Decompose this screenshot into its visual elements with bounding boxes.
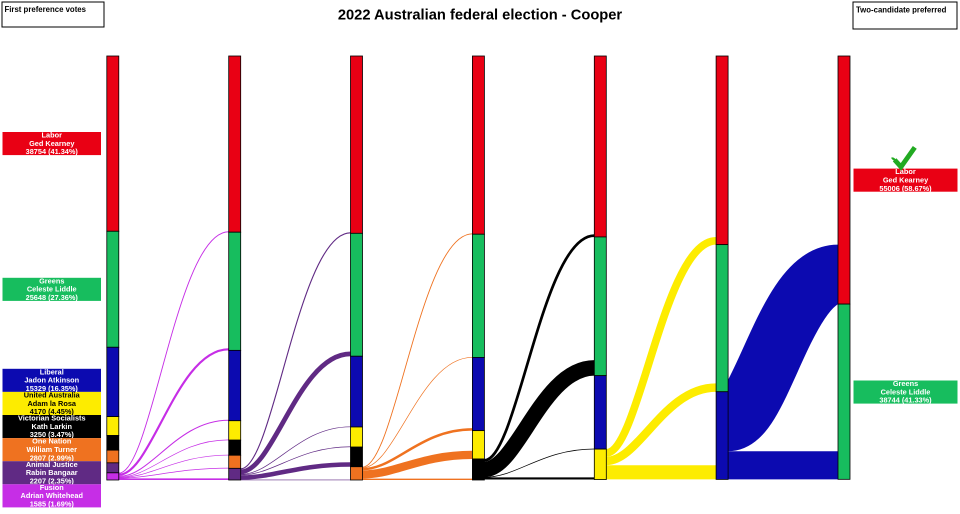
svg-text:Two-candidate preferred: Two-candidate preferred: [856, 6, 947, 15]
svg-text:15329 (16.35%): 15329 (16.35%): [26, 384, 79, 393]
svg-text:Ged Kearney: Ged Kearney: [883, 175, 929, 184]
svg-text:Celeste Liddle: Celeste Liddle: [27, 285, 77, 294]
svg-text:Jadon Atkinson: Jadon Atkinson: [24, 376, 79, 385]
svg-text:1585 (1.69%): 1585 (1.69%): [30, 499, 75, 508]
svg-text:Kath Larkin: Kath Larkin: [32, 422, 73, 431]
svg-text:Rabin Bangaar: Rabin Bangaar: [26, 468, 78, 477]
svg-text:2022 Australian federal electi: 2022 Australian federal election - Coope…: [338, 8, 623, 24]
svg-text:25648 (27.36%): 25648 (27.36%): [26, 293, 79, 302]
svg-text:William Turner: William Turner: [27, 445, 78, 454]
svg-text:3250 (3.47%): 3250 (3.47%): [30, 430, 75, 439]
svg-text:Ged Kearney: Ged Kearney: [29, 139, 75, 148]
svg-text:55006 (58.67%): 55006 (58.67%): [879, 184, 932, 193]
svg-text:Fusion: Fusion: [40, 483, 65, 492]
svg-text:Liberal: Liberal: [40, 367, 64, 376]
svg-text:38754 (41.34%): 38754 (41.34%): [26, 147, 79, 156]
svg-text:Labor: Labor: [895, 167, 916, 176]
svg-text:2207 (2.35%): 2207 (2.35%): [30, 476, 75, 485]
svg-text:First preference votes: First preference votes: [5, 5, 87, 14]
svg-text:Greens: Greens: [39, 276, 64, 285]
svg-text:Animal Justice: Animal Justice: [26, 460, 78, 469]
svg-text:One Nation: One Nation: [32, 437, 72, 446]
svg-text:Adrian Whitehead: Adrian Whitehead: [21, 491, 83, 500]
svg-text:38744 (41.33%): 38744 (41.33%): [879, 396, 932, 405]
svg-text:Victorian Socialists: Victorian Socialists: [18, 414, 86, 423]
svg-text:Labor: Labor: [42, 131, 63, 140]
svg-text:United Australia: United Australia: [24, 390, 81, 399]
svg-text:Celeste Liddle: Celeste Liddle: [881, 387, 931, 396]
svg-text:4170 (4.45%): 4170 (4.45%): [30, 407, 75, 416]
svg-text:2807 (2.99%): 2807 (2.99%): [30, 453, 75, 462]
svg-text:Adam la Rosa: Adam la Rosa: [27, 399, 76, 408]
svg-text:Greens: Greens: [893, 379, 918, 388]
